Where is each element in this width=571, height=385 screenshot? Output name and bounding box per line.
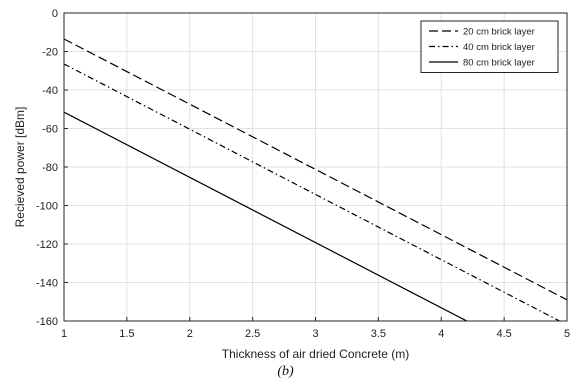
x-tick-label: 1 [61, 328, 67, 340]
x-tick-label: 4.5 [496, 328, 511, 340]
x-tick-label: 3.5 [371, 328, 386, 340]
series-lines [64, 38, 567, 321]
x-ticks: 1 1.5 2 2.5 3 3.5 4 4.5 5 [61, 317, 570, 340]
y-tick-label: -100 [36, 201, 58, 213]
y-tick-label: 0 [52, 8, 58, 20]
legend-label: 20 cm brick layer [463, 27, 535, 38]
x-axis-label: Thickness of air dried Concrete (m) [222, 347, 409, 361]
figure-caption: (b) [277, 364, 294, 379]
y-tick-label: -160 [36, 316, 58, 328]
legend-label: 40 cm brick layer [463, 42, 535, 53]
legend-label: 80 cm brick layer [463, 58, 535, 69]
y-tick-label: -140 [36, 278, 58, 290]
y-tick-label: -80 [42, 162, 58, 174]
series-line-3 [64, 111, 469, 321]
line-chart: 1 1.5 2 2.5 3 3.5 4 4.5 5 0 -20 -40 -60 -80 -100 -120 -… [13, 8, 570, 361]
x-tick-label: 4 [438, 328, 444, 340]
y-tick-label: -20 [42, 47, 58, 59]
x-tick-label: 1.5 [119, 328, 134, 340]
y-tick-label: -40 [42, 85, 58, 97]
x-tick-label: 2 [187, 328, 193, 340]
series-line-1 [64, 38, 567, 301]
y-tick-label: -120 [36, 239, 58, 251]
y-tick-label: -60 [42, 124, 58, 136]
x-tick-label: 2.5 [245, 328, 260, 340]
y-ticks: 0 -20 -40 -60 -80 -100 -120 -140 -160 [36, 8, 68, 328]
x-tick-label: 5 [564, 328, 570, 340]
y-axis-label: Recieved power [dBm] [13, 107, 27, 228]
legend: 20 cm brick layer 40 cm brick layer 80 cm … [420, 20, 559, 73]
x-tick-label: 3 [312, 328, 318, 340]
